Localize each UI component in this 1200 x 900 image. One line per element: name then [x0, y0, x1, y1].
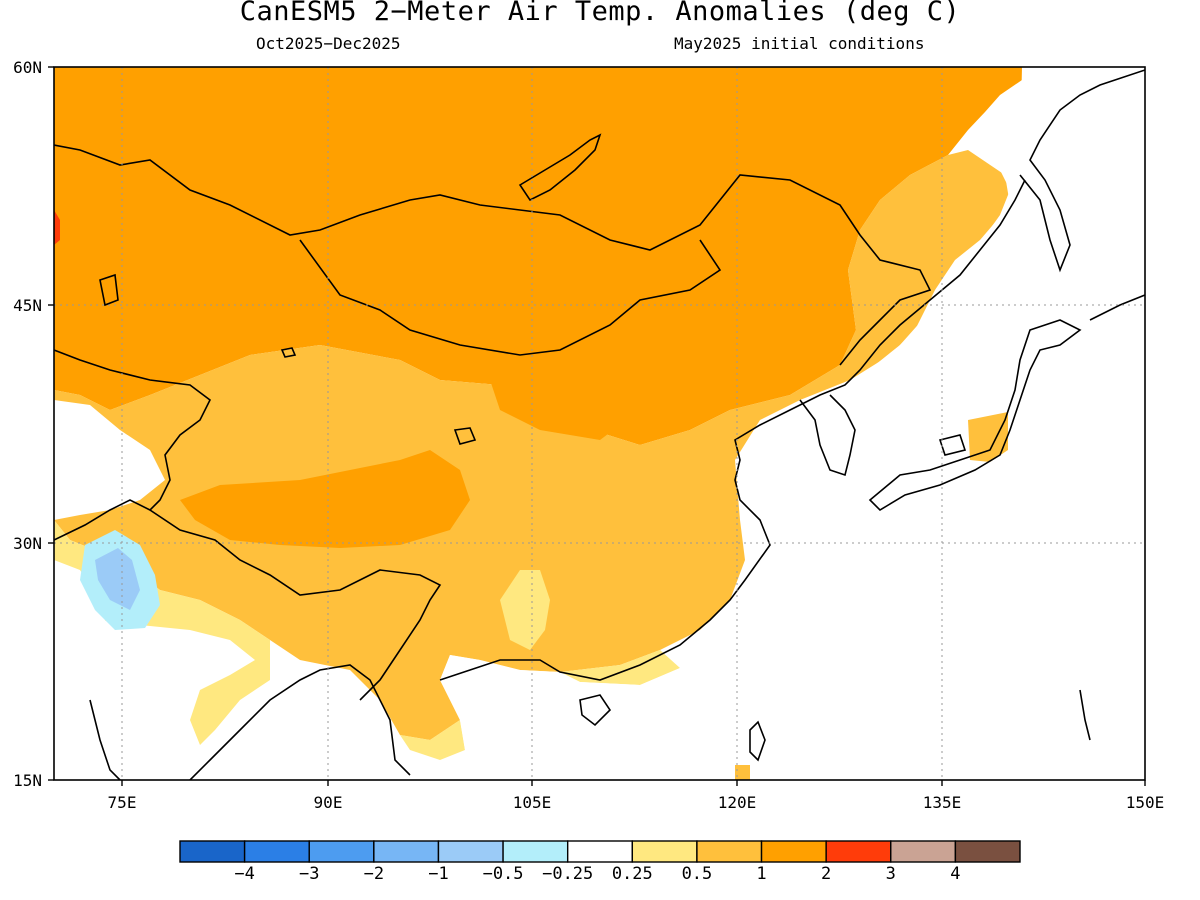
colorbar-label: −1	[428, 864, 449, 884]
colorbar-swatch	[179, 840, 246, 863]
colorbar-swatch	[954, 840, 1021, 863]
anomaly-region-1to2	[54, 67, 1022, 445]
lat-tick-label: 60N	[13, 58, 42, 77]
plot-frame	[53, 66, 1146, 781]
coastlines	[54, 69, 1145, 780]
colorbar-swatch	[437, 840, 504, 863]
colorbar-label: −3	[298, 864, 320, 884]
colorbar-label: 1	[756, 864, 767, 884]
colorbar-label: −0.25	[542, 864, 594, 884]
colorbar-swatch	[502, 840, 569, 863]
forecast-period: Oct2025−Dec2025	[256, 34, 401, 53]
colorbar-swatch	[373, 840, 440, 863]
colorbar-label: 3	[885, 864, 896, 884]
lon-tick-label: 90E	[314, 793, 343, 812]
map-title: CanESM5 2−Meter Air Temp. Anomalies (deg…	[239, 0, 961, 27]
colorbar-swatch	[825, 840, 892, 863]
colorbar-swatch	[243, 840, 310, 863]
colorbar-swatch	[760, 840, 827, 863]
colorbar-swatch	[696, 840, 763, 863]
lat-tick-label: 15N	[13, 771, 42, 790]
gridlines	[54, 67, 1145, 780]
lon-tick-label: 135E	[923, 793, 962, 812]
lat-tick-label: 30N	[13, 534, 42, 553]
colorbar-label: 0.5	[681, 864, 713, 884]
lon-tick-label: 150E	[1126, 793, 1165, 812]
colorbar-swatch	[631, 840, 698, 863]
colorbar-swatch	[308, 840, 375, 863]
colorbar-label: −0.5	[482, 864, 524, 884]
colorbar-label: −2	[363, 864, 385, 884]
colorbar-swatch	[890, 840, 957, 863]
lon-tick-label: 120E	[718, 793, 757, 812]
colorbar-swatch	[566, 840, 634, 863]
initial-conditions: May2025 initial conditions	[674, 34, 925, 53]
anomaly-shading	[54, 67, 1145, 780]
colorbar-label: −4	[234, 864, 255, 884]
colorbar	[179, 840, 1021, 863]
lon-tick-label: 75E	[108, 793, 137, 812]
lat-tick-label: 45N	[13, 296, 42, 315]
colorbar-label: 2	[821, 864, 832, 884]
colorbar-label: 4	[950, 864, 961, 884]
colorbar-label: 0.25	[611, 864, 653, 884]
lon-tick-label: 105E	[513, 793, 552, 812]
